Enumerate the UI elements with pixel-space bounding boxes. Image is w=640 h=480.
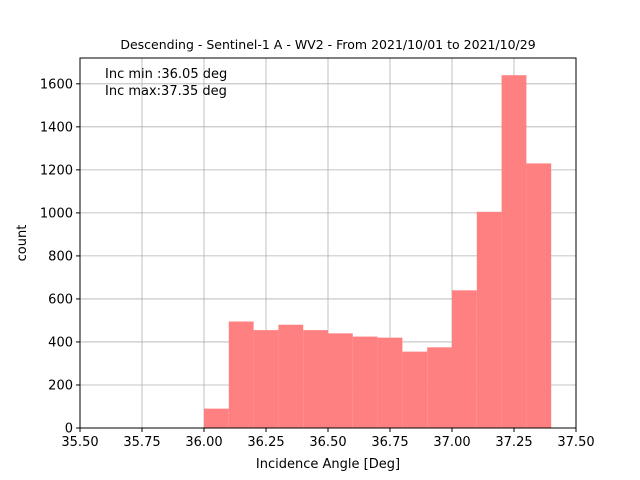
histogram-bar [303, 330, 328, 428]
y-tick-label: 0 [65, 422, 73, 437]
y-tick-label: 800 [48, 249, 73, 264]
histogram-bar [228, 321, 254, 428]
histogram-bar [253, 330, 279, 428]
histogram-bar [402, 351, 428, 428]
x-tick-label: 36.75 [371, 435, 408, 450]
annotation-inc-min: Inc min :36.05 deg [105, 67, 227, 82]
y-axis-label: count [15, 225, 30, 262]
histogram-bar [427, 347, 452, 428]
y-tick-label: 1600 [40, 77, 73, 92]
chart-title: Descending - Sentinel-1 A - WV2 - From 2… [120, 37, 535, 52]
histogram-bar [278, 324, 304, 428]
x-tick-label: 37.00 [433, 435, 470, 450]
x-tick-label: 35.50 [61, 435, 98, 450]
y-tick-label: 200 [48, 378, 73, 393]
bars [204, 75, 552, 429]
histogram-bar [452, 290, 477, 428]
histogram-bar [476, 211, 502, 428]
histogram-bar [328, 333, 353, 428]
histogram-bar [501, 75, 527, 429]
histogram-bar [377, 337, 403, 428]
x-axis-label: Incidence Angle [Deg] [256, 457, 400, 472]
y-tick-label: 400 [48, 335, 73, 350]
annotation-inc-max: Inc max:37.35 deg [105, 84, 227, 99]
x-tick-label: 36.25 [247, 435, 284, 450]
y-tick-label: 1200 [40, 163, 73, 178]
histogram-bar [526, 163, 552, 428]
x-tick-label: 35.75 [123, 435, 160, 450]
y-tick-label: 1400 [40, 120, 73, 135]
x-axis-ticks: 35.50 35.75 36.00 36.25 36.50 36.75 37.00 37.25… [61, 428, 595, 450]
histogram-bar [204, 408, 229, 428]
y-tick-label: 600 [48, 292, 73, 307]
x-tick-label: 36.00 [185, 435, 222, 450]
x-tick-label: 37.50 [557, 435, 594, 450]
y-axis-ticks: 0 200 400 600 800 1000 1200 1400 1600 [40, 77, 80, 437]
y-tick-label: 1000 [40, 206, 73, 221]
histogram-bar [352, 336, 378, 428]
x-tick-label: 36.50 [309, 435, 346, 450]
x-tick-label: 37.25 [495, 435, 532, 450]
